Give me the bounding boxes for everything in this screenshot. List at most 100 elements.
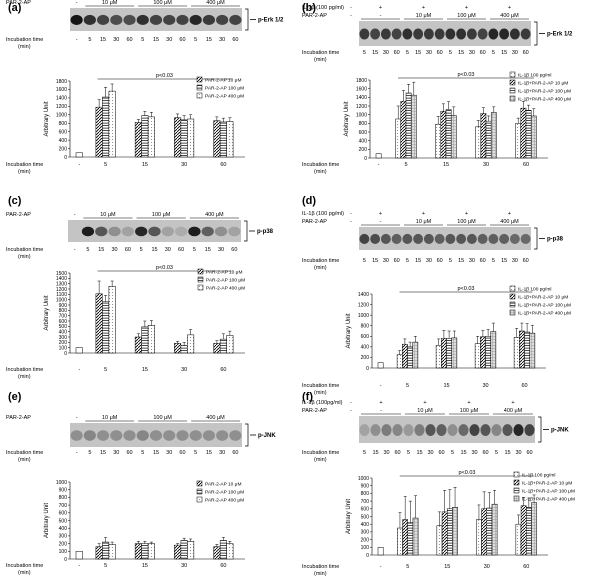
- legend-swatch: [513, 471, 520, 478]
- blot-band: [402, 233, 413, 245]
- legend-label: PAR-2-AP 10 μM: [205, 482, 241, 488]
- treatment-row-label: IL-1β (100 pg/ml): [302, 5, 344, 11]
- bar-1-3: [480, 113, 487, 159]
- bar-0-1: [95, 106, 103, 158]
- band-bracket: [245, 8, 249, 31]
- bar-1-4: [520, 505, 527, 556]
- treatment-row-label: PAR-2-AP: [302, 408, 327, 414]
- lane-time: 15: [153, 450, 159, 456]
- chart-incubation-label: Incubation time: [302, 162, 339, 168]
- blot-band: [445, 28, 456, 40]
- lane-time: 60: [480, 258, 486, 264]
- lane-time: 5: [193, 247, 196, 253]
- bar-3-4: [531, 502, 537, 556]
- blot-band: [96, 430, 110, 441]
- bar-2-3: [486, 507, 493, 556]
- lane-time: 60: [523, 50, 529, 56]
- blot-band: [228, 226, 241, 237]
- lane-time: 30: [383, 50, 389, 56]
- lane-time: 30: [219, 37, 225, 43]
- legend-swatch: [513, 479, 520, 486]
- lane-time: 60: [232, 37, 238, 43]
- legend-label: IL-1β+PAR-2-AP 100 μM: [522, 489, 575, 495]
- blot-band: [163, 14, 176, 26]
- panel-label: (d): [302, 195, 316, 207]
- y-tick-label: 700: [59, 313, 68, 319]
- blot-band: [423, 233, 434, 245]
- lane-time: -: [76, 37, 78, 43]
- y-tick-label: 800: [59, 495, 68, 501]
- blot-band: [469, 424, 480, 436]
- group-label: -: [378, 162, 380, 168]
- lane-time: 5: [406, 50, 409, 56]
- blot-band: [359, 233, 370, 245]
- blot-band: [391, 28, 402, 40]
- lane-time: 5: [449, 258, 452, 264]
- group-label: 30: [482, 383, 488, 389]
- lane-time: 15: [372, 258, 378, 264]
- legend-swatch: [513, 495, 520, 502]
- treatment-mark: -: [380, 408, 382, 414]
- lane-time: 5: [140, 247, 143, 253]
- blot-band: [520, 233, 531, 245]
- lane-time: 15: [416, 450, 422, 456]
- y-tick-label: 600: [59, 319, 68, 325]
- y-tick-label: 700: [361, 499, 370, 505]
- lane-time: 15: [98, 247, 104, 253]
- bar-0-4: [515, 523, 522, 556]
- bar-1-2: [141, 326, 149, 354]
- bar-control: [377, 547, 384, 556]
- bar-2-2: [147, 116, 155, 158]
- bar-1-3: [180, 540, 188, 560]
- group-label: 60: [220, 367, 226, 373]
- legend-swatch: [509, 309, 516, 316]
- bar-2-1: [407, 346, 413, 369]
- treatment-mark: -: [350, 5, 352, 11]
- bar-3-3: [490, 112, 497, 159]
- bar-0-3: [174, 117, 182, 158]
- blot-band: [402, 28, 413, 40]
- chart-incubation-unit: (min): [314, 571, 327, 577]
- incubation-unit: (min): [18, 44, 31, 50]
- legend-swatch: [509, 301, 516, 308]
- panel-d: (d)IL-1β (100 pg/ml) - + + + +PAR-2-AP - -10 μM…: [302, 195, 571, 396]
- lane-time: 30: [426, 258, 432, 264]
- blot-band: [229, 14, 242, 26]
- group-label: 5: [406, 564, 409, 570]
- blot-band: [466, 28, 477, 40]
- blot-band: [70, 14, 83, 26]
- significance-label: p<0.03: [156, 73, 173, 79]
- lane-time: 5: [406, 258, 409, 264]
- blot-band: [499, 233, 510, 245]
- bar-0-4: [213, 120, 221, 158]
- bar-1-4: [520, 107, 527, 159]
- chart-incubation-label: Incubation time: [6, 367, 43, 373]
- y-tick-label: 100: [59, 549, 68, 555]
- group-label: 60: [523, 564, 529, 570]
- treatment-mark: +: [508, 5, 511, 11]
- treatment-mark: +: [511, 400, 514, 406]
- chart-incubation-label: Incubation time: [302, 383, 339, 389]
- y-axis-label: Arbitrary Unit: [344, 101, 350, 136]
- treatment-mark: -: [350, 13, 352, 19]
- bar-3-1: [412, 517, 419, 556]
- blot-band: [423, 28, 434, 40]
- y-tick-label: 1200: [356, 104, 367, 110]
- bar-3-4: [529, 332, 536, 369]
- chart-incubation-unit: (min): [314, 169, 327, 175]
- blot-band: [456, 233, 467, 245]
- bar-2-2: [147, 543, 155, 560]
- legend-swatch: [196, 84, 203, 91]
- blot-band: [509, 233, 520, 245]
- y-tick-label: 700: [59, 503, 68, 509]
- bar-1-2: [141, 543, 149, 560]
- band-bracket: [534, 227, 538, 250]
- blot-band: [392, 424, 403, 436]
- legend-label: PAR-2-AP 100 μM: [206, 278, 245, 284]
- lane-time: 30: [427, 450, 433, 456]
- blot-band: [488, 28, 499, 40]
- y-axis-label: Arbitrary Unit: [44, 503, 50, 538]
- y-tick-label: 400: [361, 345, 370, 351]
- bar-0-3: [174, 343, 182, 354]
- lane-time: 5: [451, 450, 454, 456]
